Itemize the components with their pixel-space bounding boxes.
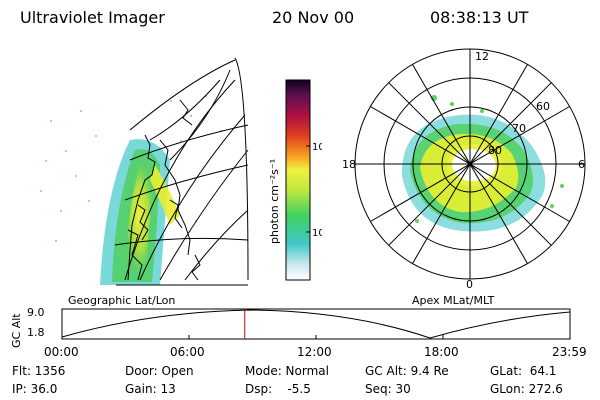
coastlines [127, 99, 201, 281]
colorbar-tick-100: 100 [312, 142, 322, 153]
mlt-label-18: 18 [342, 158, 356, 171]
time-label: 08:38:13 UT [430, 8, 529, 27]
polar-auroral-oval [401, 95, 564, 232]
info-ip: IP: 36.0 [12, 382, 58, 396]
altitude-ytick-low: 1.8 [27, 326, 45, 339]
info-flt: Flt: 1356 [12, 364, 66, 378]
instrument-title: Ultraviolet Imager [20, 8, 165, 27]
mlat-label-80: 80 [488, 144, 502, 157]
colorbar-gradient [286, 80, 310, 280]
altitude-xticks [188, 335, 444, 339]
altitude-xtick-0: 00:00 [44, 345, 79, 359]
altitude-plot: GC Alt 9.0 1.8 00:00 06:00 12:00 18:00 2… [10, 306, 587, 359]
altitude-xtick-4: 23:59 [552, 345, 587, 359]
geographic-map [40, 57, 249, 286]
info-glat: GLat: 64.1 [490, 364, 557, 378]
left-panel-caption: Geographic Lat/Lon [68, 294, 176, 307]
info-dsp: Dsp: -5.5 [245, 382, 311, 396]
altitude-xtick-2: 12:00 [297, 345, 332, 359]
info-mode: Mode: Normal [245, 364, 329, 378]
altitude-ylabel: GC Alt [10, 313, 23, 348]
colorbar-frame [285, 79, 311, 281]
polar-grid [354, 48, 586, 280]
mlt-label-0: 0 [466, 278, 473, 291]
altitude-xtick-1: 06:00 [170, 345, 205, 359]
date-label: 20 Nov 00 [272, 8, 355, 27]
colorbar-tick-10: 10 [312, 228, 322, 239]
altitude-xtick-3: 18:00 [424, 345, 459, 359]
mlt-label-12: 12 [475, 50, 489, 63]
info-door: Door: Open [125, 364, 194, 378]
info-gain: Gain: 13 [125, 382, 176, 396]
info-glon: GLon: 272.6 [490, 382, 563, 396]
colorbar: 100 10 photon cm⁻²s⁻¹ [268, 79, 322, 281]
info-gcalt: GC Alt: 9.4 Re [365, 364, 449, 378]
mlat-label-70: 70 [512, 122, 526, 135]
right-panel-caption: Apex MLat/MLT [412, 294, 495, 307]
mlat-label-60: 60 [536, 100, 550, 113]
mlt-label-6: 6 [578, 158, 585, 171]
polar-plot: 12 18 6 0 60 70 80 [342, 48, 586, 291]
altitude-ytick-high: 9.0 [27, 306, 45, 319]
colorbar-ticks [306, 145, 310, 233]
info-seq: Seq: 30 [365, 382, 411, 396]
colorbar-unit-label: photon cm⁻²s⁻¹ [268, 159, 281, 244]
altitude-curve [61, 309, 571, 339]
lat-lon-grid [114, 57, 249, 286]
